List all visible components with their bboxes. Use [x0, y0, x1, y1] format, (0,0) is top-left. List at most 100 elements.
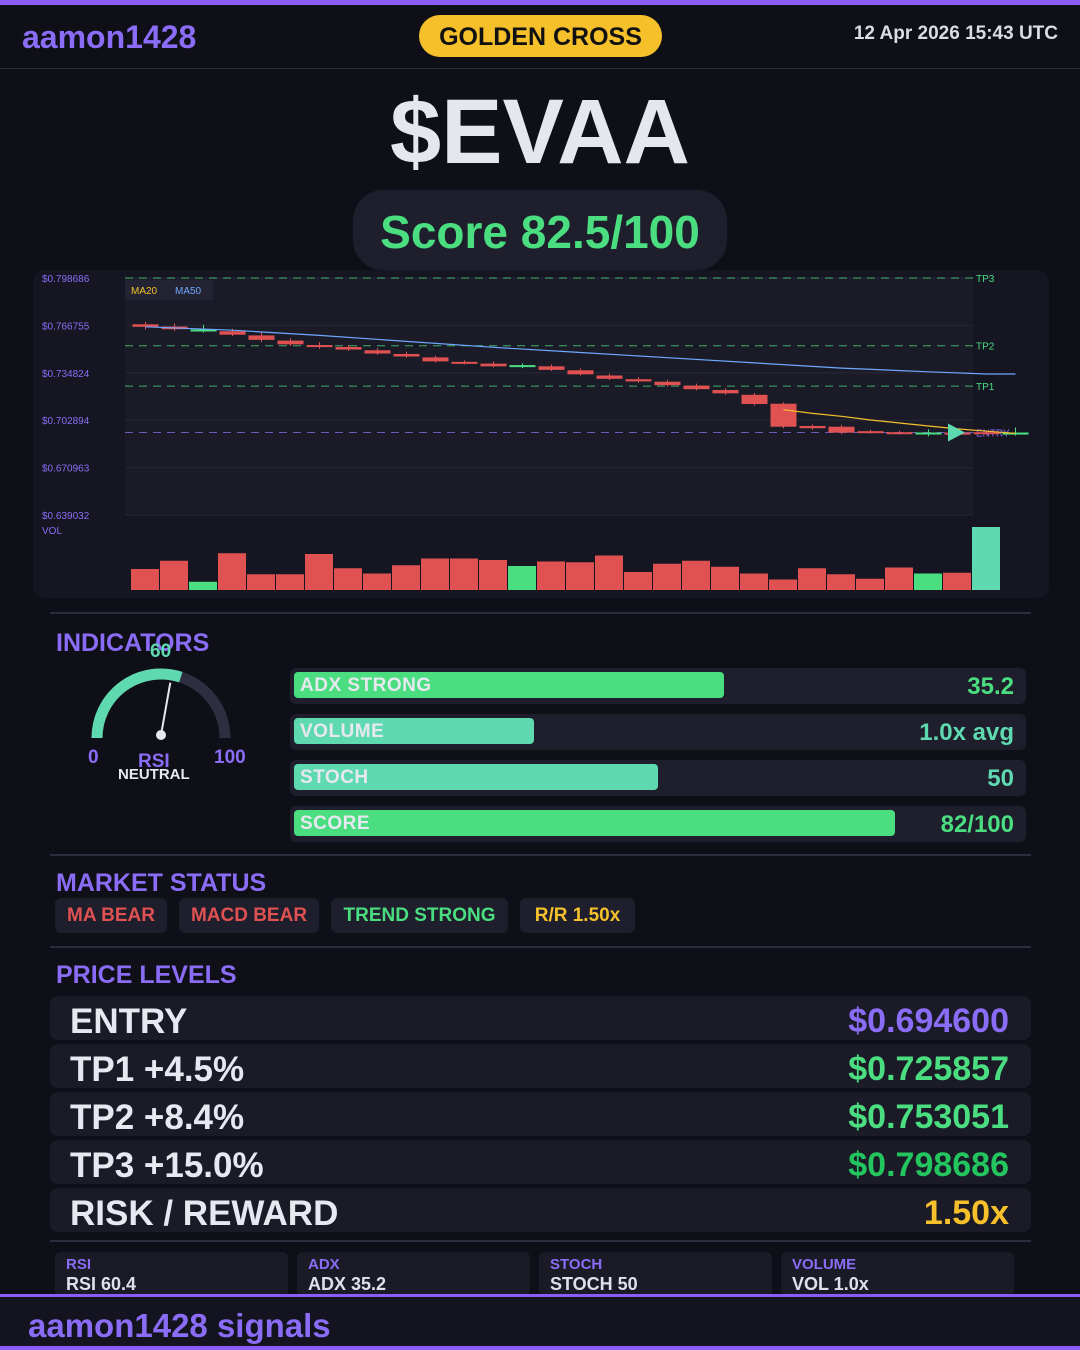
candle-body — [306, 345, 333, 348]
entry-label: ENTRY — [70, 1002, 188, 1041]
ma20-line — [783, 409, 1016, 434]
candle-body — [857, 431, 884, 434]
gauge-hub — [156, 730, 166, 740]
candle-body — [219, 331, 246, 335]
tp3-row: TP3 +15.0% $0.798686 — [50, 1140, 1031, 1185]
risk-reward-badge: R/R 1.50x — [520, 898, 635, 933]
candle-body — [770, 403, 797, 427]
candle-body — [567, 370, 594, 375]
gauge-svg: 60 0 100 RSI NEUTRAL — [88, 641, 246, 783]
y-tick-label: $0.734824 — [42, 369, 90, 380]
trend-strong-badge: TREND STRONG — [331, 898, 508, 933]
volume-bar — [479, 560, 507, 590]
legend-ma50: MA50 — [175, 286, 202, 297]
level-label-tp1: TP1 — [976, 382, 995, 393]
gauge-state: NEUTRAL — [118, 766, 190, 783]
stoch-bar: STOCH 50 — [290, 760, 1026, 796]
candle-body — [741, 394, 768, 405]
candle-body — [538, 366, 565, 370]
adx-bar-label: ADX STRONG — [300, 675, 432, 696]
footer-text: aamon1428 signals — [28, 1307, 331, 1344]
stat-card-adx: ADX ADX 35.2 — [297, 1252, 530, 1296]
tp3-value: $0.798686 — [848, 1146, 1009, 1184]
top-accent-line — [0, 0, 1080, 5]
candle-body — [480, 363, 507, 367]
volume-bar — [450, 558, 478, 590]
volume-bar — [595, 555, 623, 590]
volume-bar — [972, 527, 1000, 590]
market-status-title: MARKET STATUS — [56, 869, 267, 897]
score-bar-fill — [294, 810, 895, 836]
candle-body — [625, 379, 652, 382]
y-tick-label: $0.766755 — [42, 321, 90, 332]
entry-value: $0.694600 — [848, 1002, 1009, 1040]
score-bar-value: 82/100 — [940, 811, 1014, 838]
stat-card-volume: VOLUME VOL 1.0x — [781, 1252, 1014, 1296]
volume-bar — [682, 560, 710, 590]
candle-body — [915, 432, 942, 435]
stat-value: ADX 35.2 — [308, 1274, 387, 1294]
stat-head: ADX — [308, 1256, 340, 1273]
gauge-track — [91, 668, 231, 739]
stat-value: VOL 1.0x — [792, 1274, 869, 1294]
gauge-max: 100 — [214, 747, 246, 768]
adx-bar-fill — [294, 672, 724, 698]
volume-bar — [508, 566, 536, 590]
gauge-needle — [160, 682, 172, 736]
volume-axis-label: VOL — [42, 526, 62, 537]
divider — [50, 946, 1031, 948]
score-bar: SCORE 82/100 — [290, 806, 1026, 842]
volume-bar — [711, 566, 739, 590]
gauge-min: 0 — [88, 747, 99, 768]
volume-bar — [363, 573, 391, 590]
risk-reward-row: RISK / REWARD 1.50x — [50, 1188, 1031, 1233]
rsi-gauge: 60 0 100 RSI NEUTRAL — [60, 640, 260, 790]
volume-bar — [943, 572, 971, 590]
volume-bar — [769, 579, 797, 590]
stat-head: STOCH — [550, 1256, 603, 1273]
gauge-value: 60 — [150, 641, 171, 662]
ma50-line — [145, 326, 1016, 375]
candle-body — [828, 426, 855, 433]
candle-body — [973, 432, 1000, 435]
candle-body — [799, 425, 826, 429]
username[interactable]: aamon1428 — [22, 19, 197, 55]
adx-bar-value: 35.2 — [967, 673, 1014, 700]
volume-bar-fill — [294, 718, 535, 744]
stoch-bar-value: 50 — [987, 765, 1014, 792]
legend-box — [125, 280, 213, 300]
tp2-label: TP2 +8.4% — [70, 1098, 245, 1137]
score-bar-label: SCORE — [300, 813, 371, 834]
volume-bar — [421, 558, 449, 590]
y-tick-label: $0.702894 — [42, 416, 90, 427]
volume-bar — [653, 563, 681, 590]
candle-body — [190, 329, 217, 332]
y-tick-label: $0.670963 — [42, 464, 90, 475]
gauge-label: RSI — [138, 751, 170, 772]
volume-bar — [856, 578, 884, 590]
price-chart: $0.798686 $0.766755 $0.734824 $0.702894 $0.6… — [33, 270, 1049, 598]
risk-reward-value: 1.50x — [923, 1194, 1009, 1232]
ticker-symbol: $EVAA — [390, 81, 690, 183]
volume-bar — [189, 581, 217, 590]
ma-bear-badge: MA BEAR — [55, 898, 167, 933]
candle-body — [248, 335, 275, 340]
volume-bar: VOLUME 1.0x avg — [290, 714, 1026, 750]
divider — [50, 1240, 1031, 1242]
candle-body — [712, 390, 739, 394]
chart-svg: $0.798686 $0.766755 $0.734824 $0.702894 $0.6… — [42, 274, 1029, 590]
entry-row: ENTRY $0.694600 — [50, 996, 1031, 1041]
divider — [50, 854, 1031, 856]
candle-body — [886, 432, 913, 435]
header-bar: aamon1428 GOLDEN CROSS 12 Apr 2026 15:43… — [0, 5, 1080, 69]
candle-body — [277, 340, 304, 345]
stat-card-stoch: STOCH STOCH 50 — [539, 1252, 772, 1296]
candle-body — [596, 375, 623, 379]
volume-bar — [160, 560, 188, 590]
volume-bar-label: VOLUME — [300, 721, 385, 742]
adx-bar: ADX STRONG 35.2 — [290, 668, 1026, 704]
tp3-label: TP3 +15.0% — [70, 1146, 264, 1185]
divider — [50, 612, 1031, 614]
tp1-label: TP1 +4.5% — [70, 1050, 245, 1089]
stat-value: RSI 60.4 — [66, 1274, 137, 1294]
